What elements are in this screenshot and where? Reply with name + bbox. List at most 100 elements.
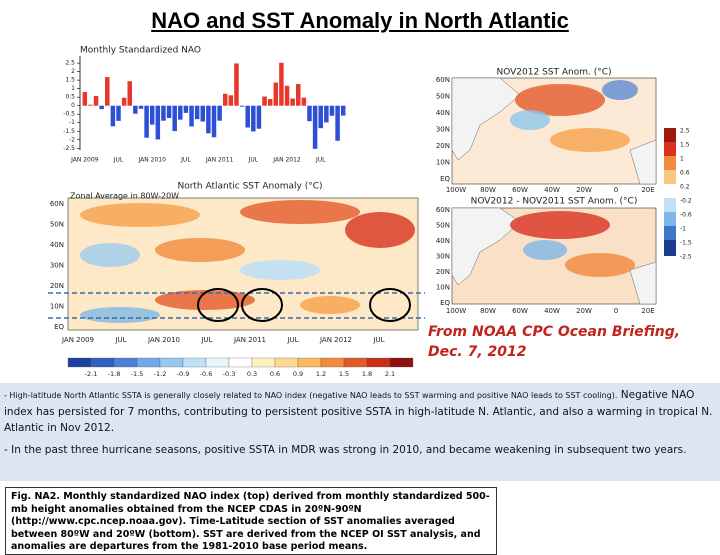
bar [262, 96, 267, 106]
lon-label: 20W [576, 307, 592, 315]
bar [155, 105, 161, 140]
bar [335, 105, 340, 141]
figures: -2.1 -1.8 -1.5 -1.2 -0.9 -0.6 -0.3 0.3 0.6 0.9 1.2… [48, 44, 692, 378]
bullet: - In the past three hurricane seasons, p… [4, 442, 716, 458]
bar [127, 81, 132, 106]
lon-label: 100W [446, 307, 466, 315]
bar [82, 92, 88, 106]
lon-label: 20E [641, 186, 654, 194]
colorbar-swatch [159, 357, 184, 368]
lat-label: 60N [436, 206, 450, 214]
bar [222, 93, 228, 106]
colorbar-label: -0.9 [177, 370, 190, 378]
bullet-lead: - [4, 444, 8, 456]
slide-title: NAO and SST Anomaly in North Atlantic [151, 8, 569, 33]
bar [133, 105, 138, 114]
colorbar-swatch [320, 357, 345, 368]
bullet-text: In the past three hurricane seasons, pos… [7, 444, 687, 456]
map-title: NOV2012 SST Anom. (°C) [496, 68, 611, 78]
bar [251, 105, 256, 132]
bar [267, 99, 273, 106]
hovmoller-field [48, 197, 425, 331]
y-tick-label: -2.5 [63, 145, 75, 152]
source-line: Dec. 7, 2012 [428, 344, 527, 360]
bar [301, 97, 307, 106]
colorbar-label: -0.2 [680, 198, 692, 205]
lon-label: 80W [480, 186, 496, 194]
colorbar-swatch [389, 357, 414, 368]
bar [211, 105, 217, 138]
bar [105, 77, 110, 106]
colorbar-swatch [67, 357, 92, 368]
lat-label: 60N [436, 76, 450, 84]
y-tick-label: 0.5 [65, 94, 75, 101]
slide: NAO and SST Anomaly in North Atlantic [0, 8, 720, 555]
y-tick-label: 1.5 [65, 77, 75, 84]
colorbar-label: -0.6 [680, 212, 692, 219]
lat-label: 50N [50, 221, 64, 229]
lat-label: 50N [436, 93, 450, 101]
colorbar-swatch [182, 357, 207, 368]
bar [273, 82, 279, 106]
lon-label: 0 [614, 186, 618, 194]
bar [234, 63, 239, 106]
hovmoller-colorbar: -2.1 -1.8 -1.5 -1.2 -0.9 -0.6 -0.3 0.3 0.6 0.9 1.2… [67, 357, 414, 378]
lon-label: 40W [544, 186, 560, 194]
colorbar-label: 0.9 [293, 370, 303, 378]
colorbar-swatch [113, 357, 138, 368]
bar [217, 105, 222, 121]
colorbar-label: -1.5 [680, 240, 692, 247]
bullet-box: - High-latitude North Atlantic SSTA is g… [0, 383, 720, 481]
bar [256, 105, 262, 129]
colorbar-swatch [343, 357, 368, 368]
bullet-lead: - High-latitude North Atlantic SSTA is g… [4, 391, 618, 400]
lon-label: 100W [446, 186, 466, 194]
lat-label: 20N [436, 142, 450, 150]
colorbar-label: -2.5 [680, 254, 692, 261]
y-tick-label: 1 [71, 85, 75, 92]
lon-label: 60W [512, 307, 528, 315]
x-tick-label: JAN 2012 [272, 157, 301, 164]
time-label: JAN 2009 [61, 336, 94, 344]
lat-label: EQ [54, 323, 64, 331]
figure-caption: Fig. NA2. Monthly standardized NAO index… [5, 487, 497, 555]
bar [324, 105, 329, 123]
bar [138, 105, 144, 109]
colorbar-swatch [297, 357, 322, 368]
colorbar-swatch [90, 357, 115, 368]
map-title: NOV2012 - NOV2011 SST Anom. (°C) [471, 197, 638, 207]
lat-label: 50N [436, 222, 450, 230]
map-bottom [451, 207, 657, 305]
colorbar-label: -1.8 [108, 370, 121, 378]
colorbar-label: 1.8 [362, 370, 372, 378]
x-tick-label: JUL [180, 157, 191, 164]
bar [228, 95, 234, 106]
colorbar-label: 0.3 [247, 370, 257, 378]
bar [183, 105, 189, 113]
colorbar-label: 2.5 [680, 128, 690, 135]
colorbar-label: -1 [680, 226, 686, 233]
bar [99, 105, 104, 110]
bar [144, 105, 149, 138]
x-tick-label: JUL [315, 157, 326, 164]
y-tick-label: -1.5 [63, 128, 75, 135]
bar [307, 105, 312, 122]
colorbar-label: 0.2 [680, 184, 690, 191]
bar [329, 105, 335, 116]
chart-title: Monthly Standardized NAO [80, 46, 201, 56]
y-tick-label: 2.5 [65, 60, 75, 67]
map-colorbar [664, 128, 676, 256]
time-label: JUL [114, 336, 126, 344]
time-label: JAN 2010 [147, 336, 180, 344]
bar [88, 104, 93, 106]
colorbar-label: -1.5 [131, 370, 144, 378]
bar [189, 105, 194, 127]
lon-label: 0 [614, 307, 618, 315]
lon-label: 20E [641, 307, 654, 315]
lat-label: 60N [50, 200, 64, 208]
lat-label: 40N [50, 241, 64, 249]
bar [166, 105, 172, 118]
colorbar-swatch [205, 357, 230, 368]
lat-label: 20N [50, 282, 64, 290]
colorbar-swatch [274, 357, 299, 368]
